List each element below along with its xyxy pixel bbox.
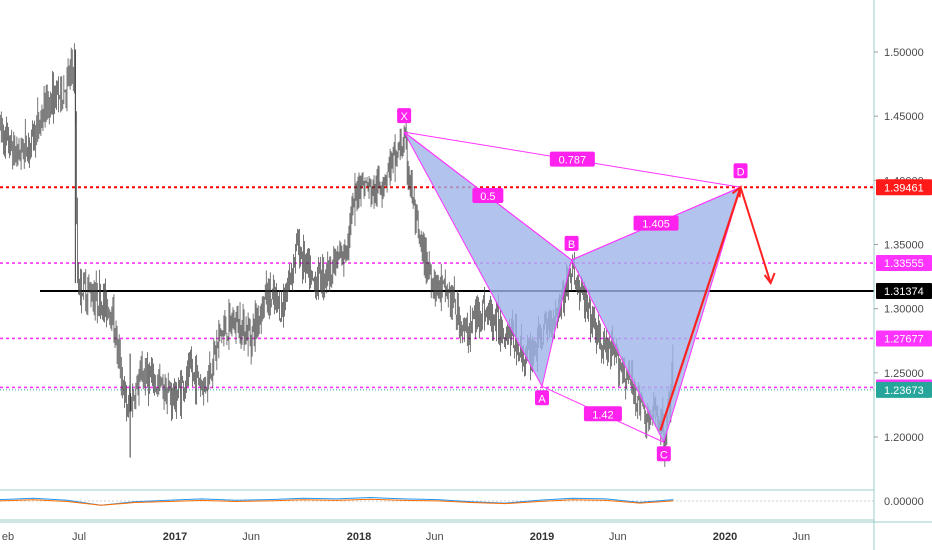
x-tick-label-9: Jun <box>792 531 810 543</box>
pattern-point-x[interactable]: X <box>397 108 412 124</box>
x-tick-label-6: 2019 <box>530 531 554 543</box>
y-tick-label-3: 1.35000 <box>884 240 924 252</box>
pattern-point-label: C <box>660 449 668 461</box>
pattern-point-d[interactable]: D <box>733 163 748 179</box>
ratio-text: 1.42 <box>592 409 613 421</box>
oscillator-pane <box>0 489 874 521</box>
ratio-text: 0.787 <box>559 155 587 167</box>
price-tag-text: 1.27677 <box>884 333 924 345</box>
osc-line-signal <box>0 498 674 506</box>
price-tag-text: 1.39461 <box>884 182 924 194</box>
ratio-label-2[interactable]: 1.405 <box>633 215 679 231</box>
osc-tick-label: 0.00000 <box>884 496 924 508</box>
pattern-point-c[interactable]: C <box>656 446 671 462</box>
ratio-text: 0.5 <box>480 191 495 203</box>
ratio-label-1[interactable]: 0.787 <box>549 151 595 167</box>
x-tick-label-2: 2017 <box>163 531 187 543</box>
price-tag-text: 1.33555 <box>884 258 924 270</box>
pattern-point-b[interactable]: B <box>564 235 579 251</box>
price-tag-3[interactable]: 1.27677 <box>876 330 932 347</box>
pattern-point-label: D <box>737 166 745 178</box>
pattern-point-label: X <box>400 111 408 123</box>
x-tick-label-5: Jun <box>426 531 444 543</box>
pattern-point-a[interactable]: A <box>535 390 549 406</box>
y-tick-label-0: 1.50000 <box>884 47 924 59</box>
x-tick-label-0: eb <box>2 531 14 543</box>
arrow-up <box>659 186 742 431</box>
ratio-text: 1.405 <box>642 219 670 231</box>
x-tick-label-7: Jun <box>609 531 627 543</box>
y-tick-label-1: 1.45000 <box>884 111 924 123</box>
arrow-down-head <box>763 272 776 286</box>
price-tag-5[interactable]: 1.23673 <box>876 381 932 398</box>
price-tag-2[interactable]: 1.31374 <box>876 283 932 300</box>
x-tick-label-8: 2020 <box>713 531 737 543</box>
time-axis[interactable]: eb Jul 2017 Jun 2018 Jun 2019 Jun 2020 Jun <box>0 521 932 543</box>
y-tick-label-5: 1.25000 <box>884 368 924 380</box>
y-tick-label-6: 1.20000 <box>884 432 924 444</box>
price-tag-text: 1.23673 <box>884 385 924 397</box>
price-tag-text: 1.31374 <box>884 286 924 298</box>
harmonic-pattern[interactable]: X A B C D 0.5 0.787 1.405 1.42 <box>397 108 776 462</box>
ratio-label-3[interactable]: 1.42 <box>583 406 622 422</box>
y-tick-label-4: 1.30000 <box>884 304 924 316</box>
x-tick-label-3: Jun <box>242 531 260 543</box>
x-tick-label-4: 2018 <box>347 531 371 543</box>
price-tag-1[interactable]: 1.33555 <box>876 255 932 272</box>
price-tag-0[interactable]: 1.39461 <box>876 179 932 196</box>
candlestick-series <box>0 43 674 467</box>
pattern-point-label: B <box>568 239 575 251</box>
ratio-label-0[interactable]: 0.5 <box>472 187 504 203</box>
arrow-up-head <box>731 185 742 198</box>
pattern-point-label: A <box>538 393 546 405</box>
arrow-down <box>739 186 772 284</box>
x-tick-label-1: Jul <box>72 531 86 543</box>
price-axis[interactable]: 1.500001.450001.400001.350001.300001.250… <box>873 0 932 550</box>
